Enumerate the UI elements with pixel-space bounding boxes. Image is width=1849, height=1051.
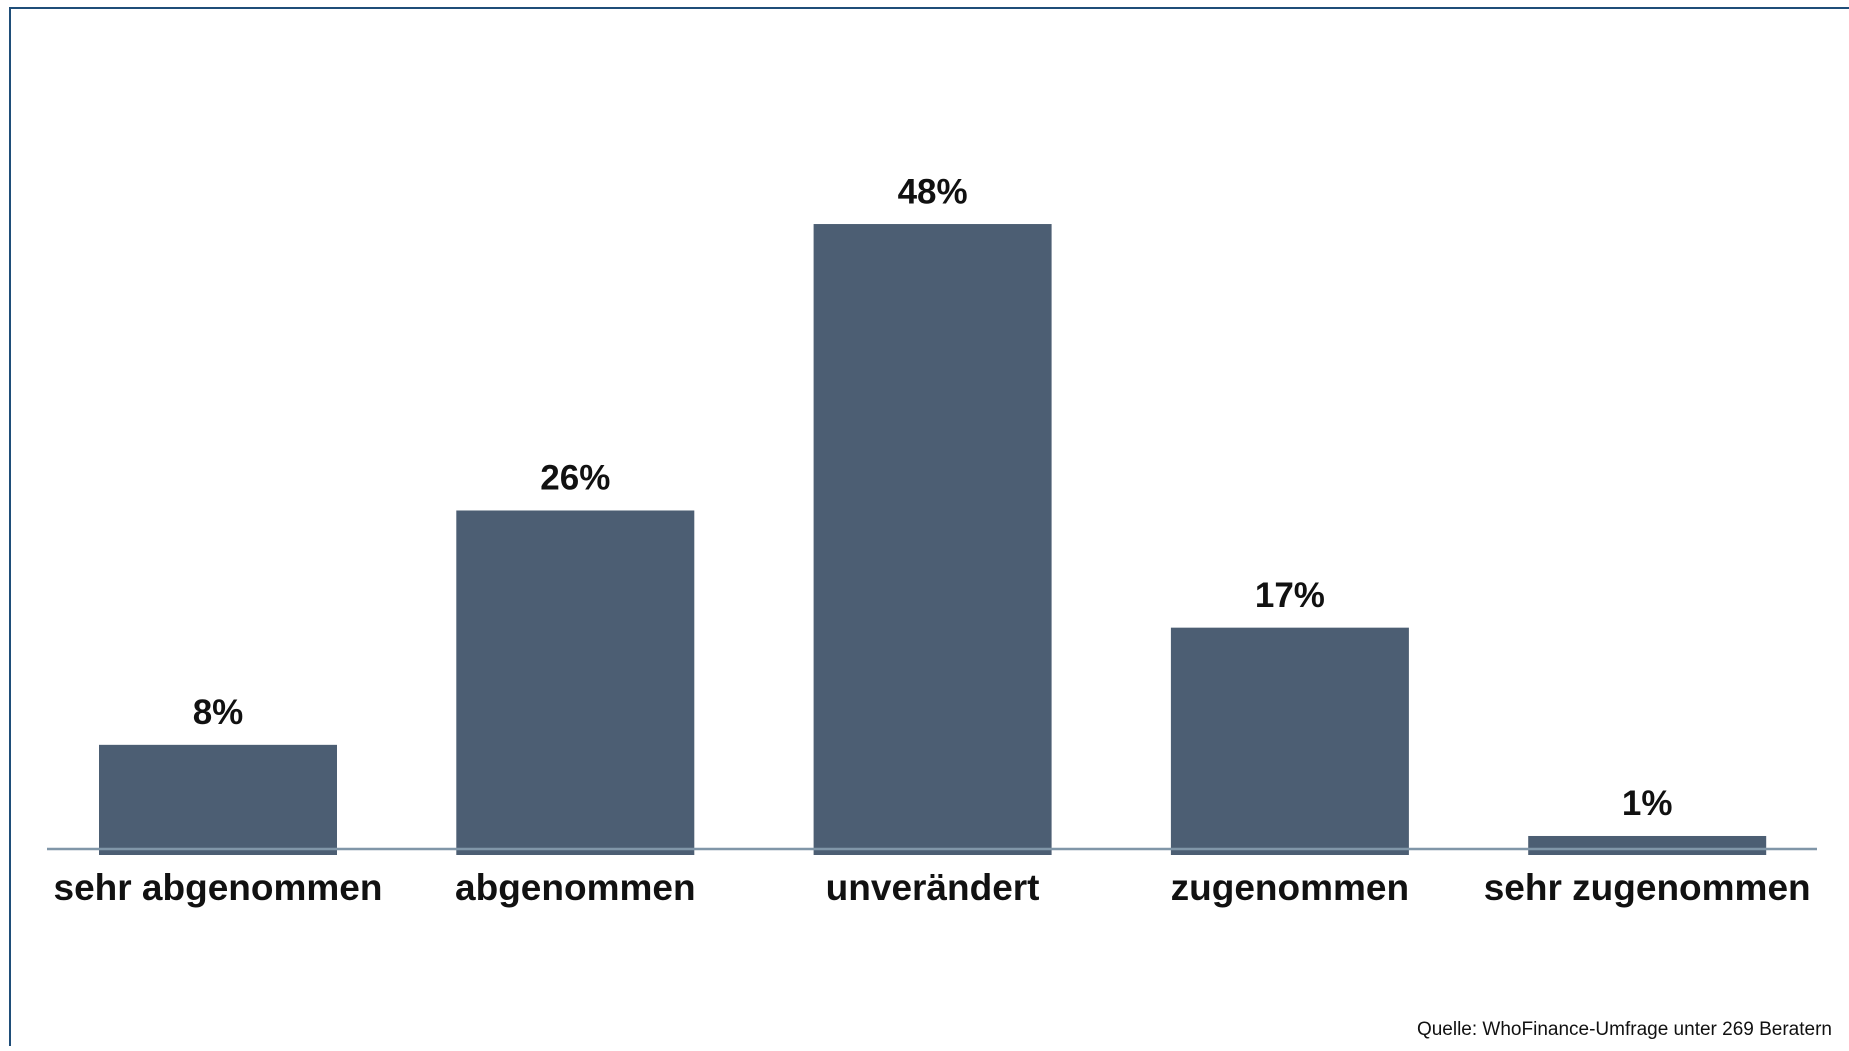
value-label: 26% [540, 459, 610, 498]
x-tick-label: sehr abgenommen [54, 867, 383, 908]
x-tick-label: unverändert [826, 867, 1040, 908]
x-tick-label: zugenommen [1171, 867, 1409, 908]
value-label: 48% [898, 172, 968, 211]
value-label: 17% [1255, 576, 1325, 615]
value-label: 8% [193, 693, 244, 732]
value-label: 1% [1622, 784, 1673, 823]
bar [456, 510, 695, 855]
bar [813, 224, 1052, 856]
bar [99, 744, 337, 855]
bar [1528, 835, 1767, 855]
x-tick-label: abgenommen [455, 867, 696, 908]
x-tick-label: sehr zugenommen [1484, 867, 1811, 908]
source-note: Quelle: WhoFinance-Umfrage unter 269 Ber… [1417, 1019, 1832, 1040]
bar [1170, 627, 1409, 855]
